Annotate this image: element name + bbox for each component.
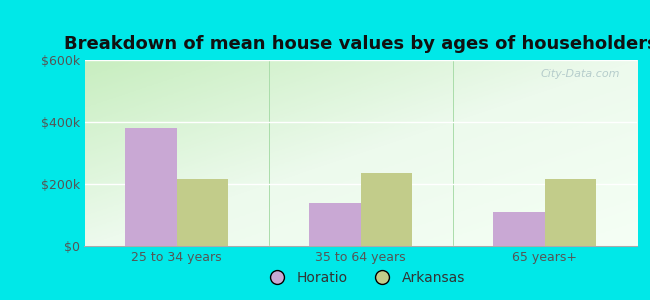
Legend: Horatio, Arkansas: Horatio, Arkansas <box>257 265 471 290</box>
Bar <box>177 179 228 246</box>
Bar <box>545 179 597 246</box>
Title: Breakdown of mean house values by ages of householders: Breakdown of mean house values by ages o… <box>64 35 650 53</box>
Bar <box>309 202 361 246</box>
Bar <box>493 212 545 246</box>
Bar <box>361 173 412 246</box>
Text: City-Data.com: City-Data.com <box>541 69 620 79</box>
Bar <box>125 128 177 246</box>
